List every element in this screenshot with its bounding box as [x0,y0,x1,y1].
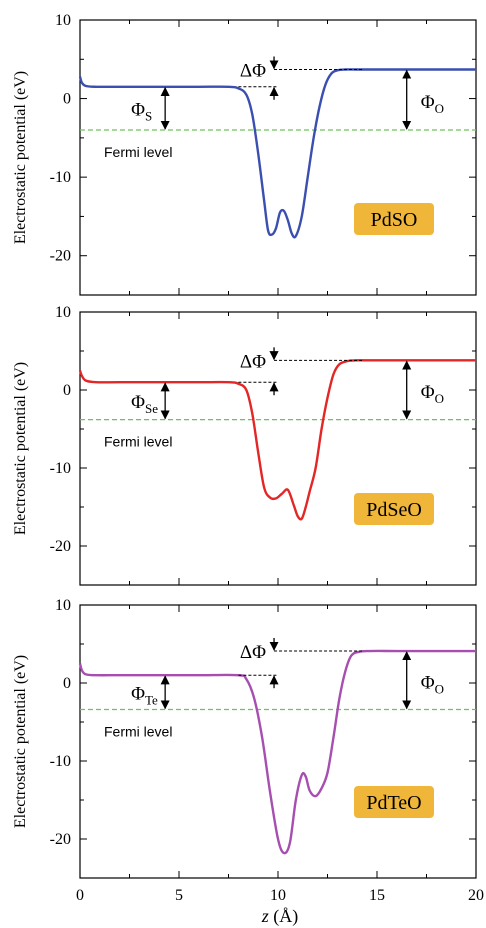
panel-2-ytick-label: 0 [63,382,71,399]
panels: 10 0 -10 -20 Electrostatic potential (eV) Fer… [12,12,484,904]
panel-1-material-badge [354,203,434,235]
panel-3-delta-phi-label: ΔΦ [240,642,266,663]
x-tick-label: 20 [468,887,484,904]
panel-2-phi-right-label: ΦO [421,382,444,406]
panel-1-phi-right-label: ΦO [421,92,444,116]
panel-1-ytick-label: 0 [63,91,71,108]
x-tick-label: 15 [369,887,385,904]
panel-3-y-axis-label: Electrostatic potential (eV) [12,655,29,828]
panel-3-ytick-label: -10 [50,753,71,770]
panel-1-phi-left-label: ΦS [131,99,152,123]
panel-3-ytick-label: 10 [55,597,71,614]
panel-2-ytick-label: -10 [50,460,71,477]
panel-3-ytick-label: -20 [50,831,71,848]
panel-2-potential-curve [78,359,476,521]
x-tick-label: 0 [76,887,84,904]
panel-1-y-axis-label: Electrostatic potential (eV) [12,71,29,244]
x-axis-label: z (Å) [261,906,299,927]
panel-3-fermi-label: Fermi level [104,724,172,740]
panel-2-phi-left-label: ΦSe [131,392,158,416]
panel-2-delta-phi-label: ΔΦ [240,351,266,372]
panel-3-potential-curve [78,649,476,855]
panel-3-ytick-label: 0 [63,675,71,692]
panel-3-phi-right-label: ΦO [421,672,444,696]
x-tick-label: 10 [270,887,286,904]
panel-2-fermi-label: Fermi level [104,434,172,450]
x-tick-label: 5 [175,887,183,904]
panel-1-fermi-label: Fermi level [104,144,172,160]
panel-2-material-label: PdSeO [366,499,422,521]
panel-3: 10 0 -10 -20 0 5 10 15 20 Electrostatic potential… [12,597,484,904]
panel-3-phi-left-label: ΦTe [131,683,158,707]
panel-1-delta-phi-label: ΔΦ [240,61,266,82]
panel-3-material-badge [354,786,434,818]
x-axis-variable: z [261,906,269,926]
x-axis-unit: (Å) [269,906,299,927]
panel-1-ytick-label: -10 [50,169,71,186]
panel-2-y-axis-label: Electrostatic potential (eV) [12,362,29,535]
panel-1-ytick-label: -20 [50,248,71,265]
panel-1-potential-curve [78,68,476,239]
panel-3-material-label: PdTeO [366,792,421,814]
panel-1: 10 0 -10 -20 Electrostatic potential (eV) Fer… [12,12,477,296]
panel-1-material-label: PdSO [371,209,418,231]
panel-2-material-badge [354,493,434,525]
panel-1-ytick-label: 10 [55,12,71,29]
panel-2-ytick-label: -20 [50,538,71,555]
panel-2: 10 0 -10 -20 Electrostatic potential (eV) Fer… [12,304,477,586]
panel-2-ytick-label: 10 [55,304,71,321]
